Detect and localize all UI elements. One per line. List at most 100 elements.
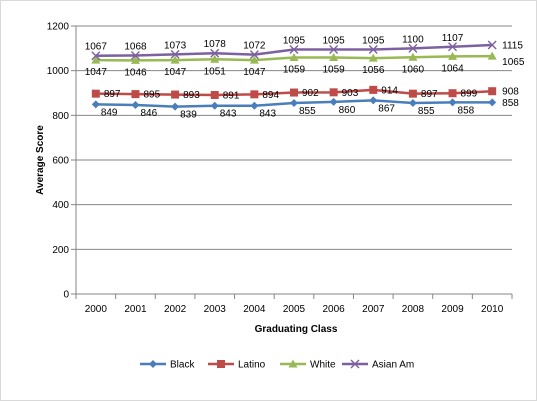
data-label-white: 1046: [124, 67, 147, 78]
data-label-latino: 908: [502, 87, 519, 98]
y-tick-label: 0: [63, 290, 69, 301]
point-asian-am: [130, 50, 140, 60]
legend-label: White: [310, 360, 336, 371]
data-label-asian-am: 1095: [323, 35, 346, 46]
point-white: [210, 54, 220, 63]
data-label-latino: 903: [342, 88, 359, 99]
point-black: [250, 101, 259, 110]
data-label-asian-am: 1107: [442, 33, 464, 44]
point-latino: [210, 91, 219, 100]
point-latino: [250, 90, 259, 99]
point-white: [487, 51, 497, 60]
point-asian-am: [408, 43, 418, 53]
point-black: [210, 101, 219, 110]
point-asian-am: [289, 44, 299, 54]
y-tick-label: 1000: [47, 66, 70, 77]
point-latino: [329, 88, 338, 97]
y-tick-label: 400: [52, 200, 69, 211]
y-tick-label: 600: [52, 156, 69, 167]
data-label-asian-am: 1095: [283, 35, 306, 46]
point-asian-am: [170, 49, 180, 59]
data-label-white: 1047: [164, 67, 187, 78]
y-tick-label: 200: [52, 245, 69, 256]
legend-marker: [350, 359, 360, 369]
data-label-latino: 899: [461, 89, 478, 100]
data-label-latino: 897: [104, 89, 121, 100]
x-tick-label: 2008: [402, 304, 425, 315]
legend-marker: [288, 359, 298, 368]
x-tick-label: 2010: [481, 304, 504, 315]
legend-item-latino: Latino: [208, 360, 266, 371]
x-tick-label: 2006: [323, 304, 346, 315]
point-black: [448, 98, 457, 107]
data-label-black: 855: [299, 106, 316, 117]
data-labels: 849 846 839 843 843 855 860 867 855 858 858 897 895 8…: [85, 33, 525, 121]
legend: Black Latino White Asian Am: [140, 359, 414, 371]
data-label-black: 860: [339, 105, 356, 116]
point-latino: [448, 89, 457, 98]
point-latino: [290, 88, 298, 97]
data-label-latino: 897: [421, 89, 438, 100]
point-white: [91, 55, 101, 64]
x-tick-label: 2007: [362, 304, 385, 315]
point-white: [329, 52, 339, 61]
data-label-asian-am: 1073: [164, 40, 187, 51]
legend-label: Black: [170, 360, 195, 371]
x-tick-label: 2002: [164, 304, 187, 315]
x-tick-label: 2000: [85, 304, 108, 315]
point-latino: [171, 90, 180, 99]
data-label-white: 1060: [402, 64, 425, 75]
series-group: [91, 40, 497, 111]
data-label-white: 1056: [362, 65, 385, 76]
point-black: [131, 101, 140, 110]
legend-marker: [149, 360, 157, 368]
point-latino: [369, 85, 378, 94]
point-asian-am: [368, 44, 378, 54]
point-asian-am: [329, 44, 339, 54]
point-black: [408, 99, 417, 108]
data-label-white: 1047: [85, 67, 108, 78]
axes: [71, 25, 513, 299]
legend-item-asian-am: Asian Am: [342, 360, 414, 371]
data-label-black: 839: [180, 110, 197, 121]
point-white: [170, 55, 180, 64]
legend-label: Asian Am: [372, 360, 414, 371]
x-tick-label: 2005: [283, 304, 306, 315]
data-label-asian-am: 1067: [85, 42, 108, 53]
point-asian-am: [210, 48, 220, 58]
point-latino: [408, 89, 417, 98]
y-tick-labels: 0 200 400 600 800 1000 1200: [47, 22, 70, 301]
point-black: [290, 99, 298, 108]
data-label-latino: 894: [262, 90, 279, 101]
point-white: [448, 51, 458, 60]
data-label-white: 1051: [204, 66, 227, 77]
y-tick-label: 1200: [47, 22, 70, 33]
data-label-latino: 902: [302, 88, 319, 99]
data-label-latino: 893: [183, 90, 200, 101]
x-tick-label: 2003: [204, 304, 227, 315]
point-asian-am: [448, 42, 458, 52]
point-black: [369, 96, 378, 105]
data-label-asian-am: 1078: [204, 39, 227, 50]
point-black: [488, 98, 497, 107]
data-label-black: 858: [458, 105, 475, 116]
data-label-black: 867: [378, 103, 395, 114]
data-label-latino: 895: [143, 90, 160, 101]
data-label-white: 1059: [323, 64, 346, 75]
point-white: [368, 53, 378, 62]
point-asian-am: [91, 51, 101, 61]
data-label-black: 843: [259, 109, 276, 120]
x-tick-label: 2001: [124, 304, 147, 315]
data-label-white: 1065: [502, 57, 525, 68]
point-white: [408, 52, 418, 61]
legend-label: Latino: [238, 360, 266, 371]
x-tick-label: 2009: [441, 304, 464, 315]
x-tick-labels: 2000 2001 2002 2003 2004 2005 2006 2007 2008 2009…: [85, 304, 504, 315]
point-white: [289, 52, 299, 61]
point-black: [329, 97, 338, 106]
legend-item-white: White: [280, 359, 336, 371]
data-label-black: 849: [101, 107, 118, 118]
data-label-asian-am: 1072: [243, 41, 266, 52]
